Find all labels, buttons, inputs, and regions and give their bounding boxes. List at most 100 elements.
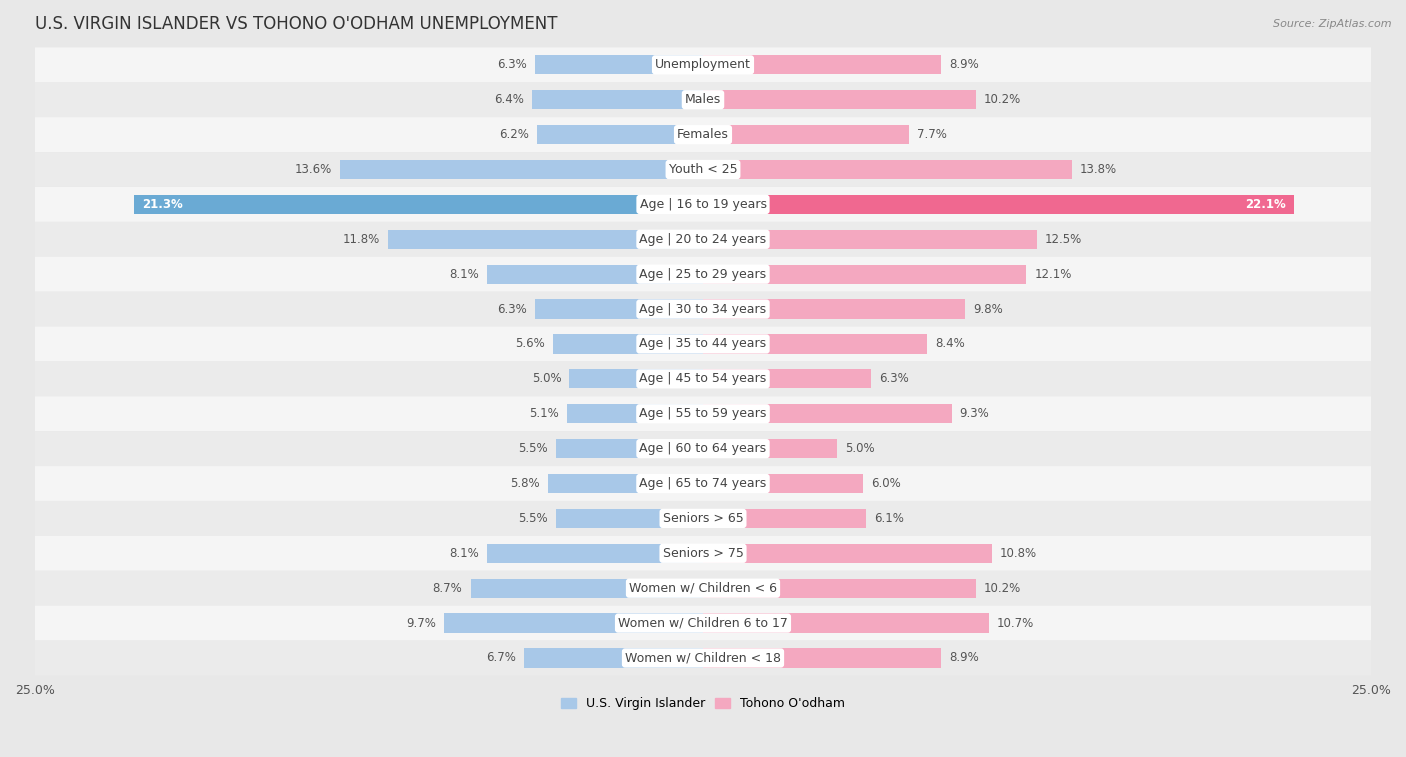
Bar (703, 90, 976, 109)
Text: 13.6%: 13.6% (294, 163, 332, 176)
Bar (703, 439, 837, 458)
FancyBboxPatch shape (35, 640, 1371, 675)
Bar (486, 544, 703, 563)
Text: Age | 45 to 54 years: Age | 45 to 54 years (640, 372, 766, 385)
Text: Seniors > 75: Seniors > 75 (662, 547, 744, 560)
FancyBboxPatch shape (35, 326, 1371, 361)
Text: 10.7%: 10.7% (997, 617, 1035, 630)
Bar (554, 335, 703, 354)
Bar (567, 404, 703, 423)
FancyBboxPatch shape (35, 431, 1371, 466)
Text: 5.1%: 5.1% (529, 407, 558, 420)
Bar (703, 265, 1026, 284)
FancyBboxPatch shape (35, 83, 1371, 117)
Text: 6.0%: 6.0% (872, 477, 901, 490)
Bar (555, 509, 703, 528)
Text: U.S. VIRGIN ISLANDER VS TOHONO O'ODHAM UNEMPLOYMENT: U.S. VIRGIN ISLANDER VS TOHONO O'ODHAM U… (35, 15, 557, 33)
Text: 12.5%: 12.5% (1045, 233, 1083, 246)
FancyBboxPatch shape (35, 606, 1371, 640)
Text: 6.1%: 6.1% (875, 512, 904, 525)
FancyBboxPatch shape (35, 501, 1371, 536)
Bar (534, 300, 703, 319)
FancyBboxPatch shape (35, 222, 1371, 257)
FancyBboxPatch shape (35, 466, 1371, 501)
Bar (537, 125, 703, 145)
Text: Females: Females (678, 128, 728, 141)
Bar (471, 578, 703, 598)
Text: Age | 16 to 19 years: Age | 16 to 19 years (640, 198, 766, 211)
Text: 8.9%: 8.9% (949, 652, 979, 665)
Bar (340, 160, 703, 179)
Text: 5.5%: 5.5% (519, 512, 548, 525)
Text: 8.1%: 8.1% (449, 268, 478, 281)
Bar (703, 613, 988, 633)
Bar (703, 474, 863, 493)
Text: 9.7%: 9.7% (406, 617, 436, 630)
Text: 8.9%: 8.9% (949, 58, 979, 71)
Text: Age | 20 to 24 years: Age | 20 to 24 years (640, 233, 766, 246)
Text: 21.3%: 21.3% (142, 198, 183, 211)
Text: Age | 60 to 64 years: Age | 60 to 64 years (640, 442, 766, 455)
Bar (703, 160, 1071, 179)
FancyBboxPatch shape (35, 117, 1371, 152)
FancyBboxPatch shape (35, 361, 1371, 397)
Text: 6.4%: 6.4% (494, 93, 524, 106)
Text: Age | 65 to 74 years: Age | 65 to 74 years (640, 477, 766, 490)
Bar (703, 369, 872, 388)
Bar (703, 509, 866, 528)
FancyBboxPatch shape (35, 48, 1371, 83)
FancyBboxPatch shape (35, 187, 1371, 222)
Text: 8.1%: 8.1% (449, 547, 478, 560)
Bar (703, 229, 1038, 249)
Text: Seniors > 65: Seniors > 65 (662, 512, 744, 525)
Text: 12.1%: 12.1% (1035, 268, 1071, 281)
Bar (703, 544, 991, 563)
Bar (134, 195, 703, 214)
Text: 6.3%: 6.3% (879, 372, 910, 385)
Text: Youth < 25: Youth < 25 (669, 163, 737, 176)
Text: Women w/ Children < 6: Women w/ Children < 6 (628, 581, 778, 595)
Text: 6.3%: 6.3% (496, 303, 527, 316)
Bar (703, 578, 976, 598)
FancyBboxPatch shape (35, 291, 1371, 326)
Bar (703, 195, 1294, 214)
Text: 8.4%: 8.4% (935, 338, 966, 350)
Text: 9.3%: 9.3% (959, 407, 990, 420)
Text: Source: ZipAtlas.com: Source: ZipAtlas.com (1274, 19, 1392, 29)
FancyBboxPatch shape (35, 571, 1371, 606)
Bar (388, 229, 703, 249)
Text: Age | 55 to 59 years: Age | 55 to 59 years (640, 407, 766, 420)
Bar (703, 125, 908, 145)
Bar (548, 474, 703, 493)
Text: Males: Males (685, 93, 721, 106)
Bar (486, 265, 703, 284)
Text: 11.8%: 11.8% (343, 233, 380, 246)
Text: 5.8%: 5.8% (510, 477, 540, 490)
Text: Age | 30 to 34 years: Age | 30 to 34 years (640, 303, 766, 316)
Text: 6.7%: 6.7% (486, 652, 516, 665)
Bar (534, 55, 703, 74)
FancyBboxPatch shape (35, 536, 1371, 571)
Bar (444, 613, 703, 633)
Bar (703, 404, 952, 423)
Bar (569, 369, 703, 388)
Text: Unemployment: Unemployment (655, 58, 751, 71)
Bar (703, 55, 941, 74)
Text: Age | 35 to 44 years: Age | 35 to 44 years (640, 338, 766, 350)
FancyBboxPatch shape (35, 152, 1371, 187)
Text: 5.0%: 5.0% (845, 442, 875, 455)
Text: Age | 25 to 29 years: Age | 25 to 29 years (640, 268, 766, 281)
Text: 10.2%: 10.2% (984, 93, 1021, 106)
Bar (703, 335, 928, 354)
Text: Women w/ Children < 18: Women w/ Children < 18 (626, 652, 780, 665)
Text: 6.3%: 6.3% (496, 58, 527, 71)
Text: 22.1%: 22.1% (1244, 198, 1285, 211)
Text: 10.8%: 10.8% (1000, 547, 1036, 560)
Text: 10.2%: 10.2% (984, 581, 1021, 595)
Text: 7.7%: 7.7% (917, 128, 946, 141)
Bar (703, 300, 965, 319)
Bar (524, 649, 703, 668)
Text: Women w/ Children 6 to 17: Women w/ Children 6 to 17 (619, 617, 787, 630)
Text: 13.8%: 13.8% (1080, 163, 1116, 176)
Text: 5.5%: 5.5% (519, 442, 548, 455)
